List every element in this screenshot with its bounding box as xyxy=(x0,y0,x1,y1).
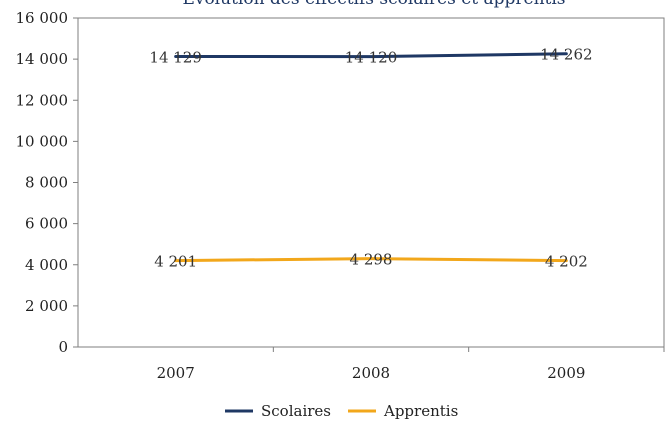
series-line-apprentis xyxy=(174,257,568,263)
y-tick-label: 16 000 xyxy=(16,9,69,27)
y-tick-label: 2 000 xyxy=(25,297,68,315)
chart-title: Evolution des effectifs scolaires et app… xyxy=(182,0,565,9)
data-label-apprentis: 4 201 xyxy=(154,253,197,271)
y-tick-label: 4 000 xyxy=(25,256,68,274)
legend-label-scolaires: Scolaires xyxy=(261,402,331,420)
y-tick-label: 6 000 xyxy=(25,215,68,233)
x-tick-label: 2008 xyxy=(352,364,390,382)
plot-area xyxy=(77,17,665,348)
data-label-apprentis: 4 298 xyxy=(350,251,393,269)
y-tick-label: 14 000 xyxy=(16,50,69,68)
legend-label-apprentis: Apprentis xyxy=(383,402,458,420)
y-tick-label: 0 xyxy=(58,338,68,356)
data-label-scolaires: 14 262 xyxy=(540,46,593,64)
x-tick-label: 2009 xyxy=(547,364,585,382)
x-tick-label: 2007 xyxy=(157,364,195,382)
y-tick-label: 10 000 xyxy=(16,132,69,150)
y-tick-label: 12 000 xyxy=(16,91,69,109)
data-label-scolaires: 14 129 xyxy=(149,48,202,66)
data-label-scolaires: 14 120 xyxy=(345,49,398,67)
y-tick-label: 8 000 xyxy=(25,174,68,192)
data-label-apprentis: 4 202 xyxy=(545,253,588,271)
series-line-scolaires xyxy=(174,52,568,59)
